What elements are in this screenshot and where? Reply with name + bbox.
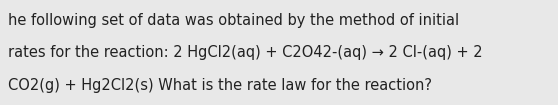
Text: CO2(g) + Hg2Cl2(s) What is the rate law for the reaction?: CO2(g) + Hg2Cl2(s) What is the rate law … — [8, 78, 432, 93]
Text: he following set of data was obtained by the method of initial: he following set of data was obtained by… — [8, 13, 459, 28]
Text: rates for the reaction: 2 HgCl2(aq) + C2O42-(aq) → 2 Cl-(aq) + 2: rates for the reaction: 2 HgCl2(aq) + C2… — [8, 45, 483, 60]
